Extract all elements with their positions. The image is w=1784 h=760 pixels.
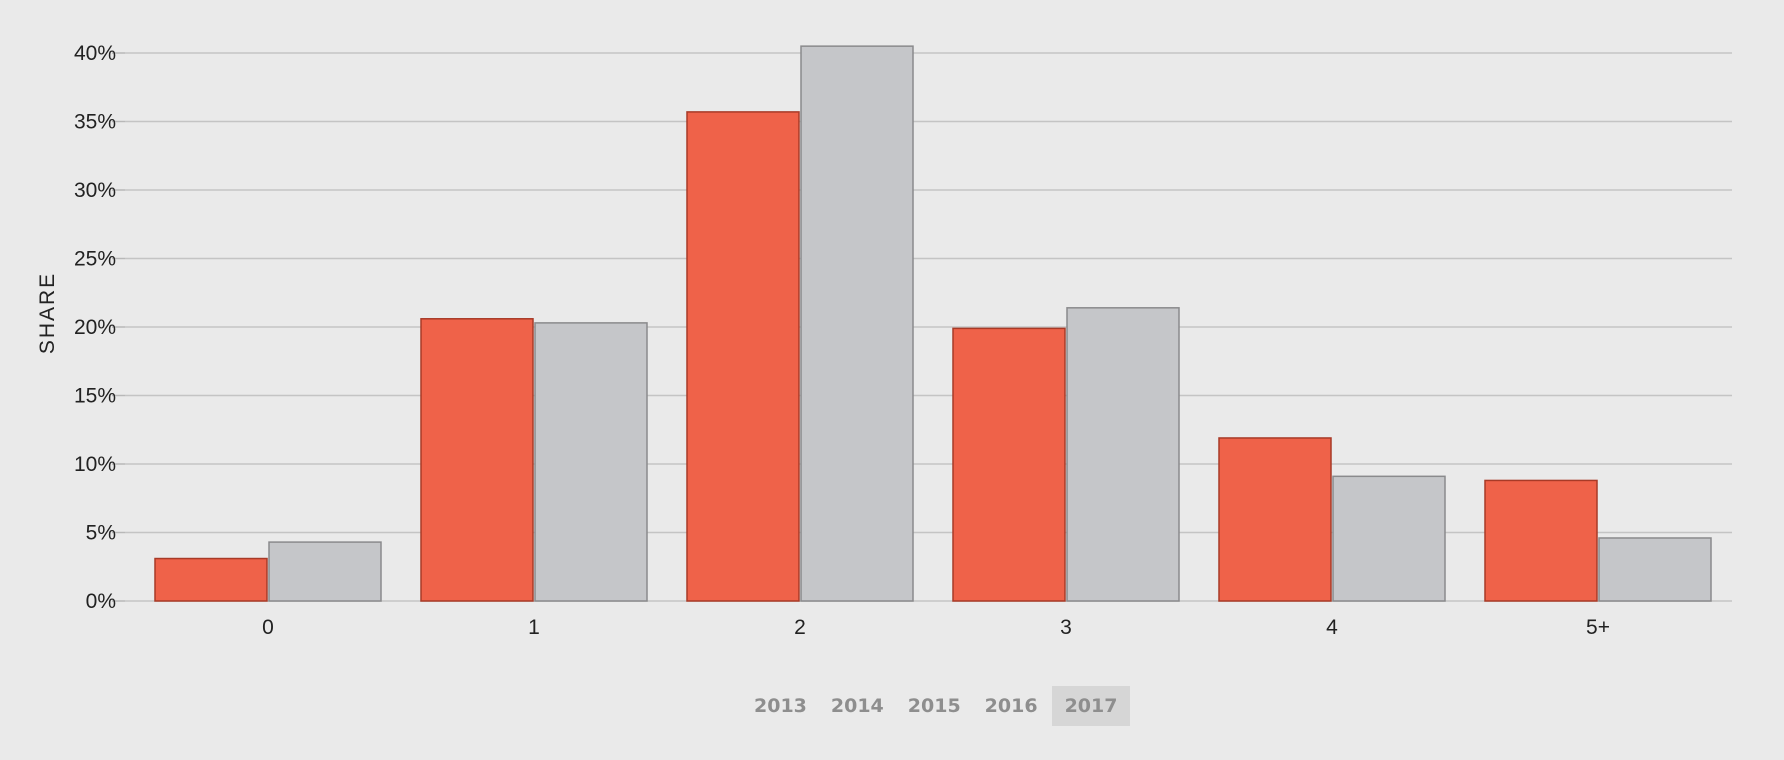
y-tick-label: 0% (86, 590, 116, 613)
bar-primary-5+[interactable] (1484, 479, 1598, 602)
y-axis-ticks: 0% 5% 10% 15% 20% 25% 30% 35% 40% (74, 42, 125, 613)
y-tick-label: 25% (74, 248, 116, 271)
x-axis-ticks: 0 1 2 3 4 5+ (262, 616, 1610, 639)
bar-secondary-1[interactable] (534, 322, 648, 602)
bar-primary-3[interactable] (952, 327, 1066, 602)
bar-secondary-5+[interactable] (1598, 537, 1712, 602)
bar-secondary-2[interactable] (800, 45, 914, 602)
y-tick-label: 30% (74, 179, 116, 202)
bar-primary-1[interactable] (420, 318, 534, 602)
x-tick-label: 4 (1326, 616, 1338, 639)
x-tick-label: 5+ (1586, 616, 1610, 639)
bar-secondary-0[interactable] (268, 541, 382, 602)
year-selector: 2013 2014 2015 2016 2017 (742, 686, 1132, 726)
year-button-2017[interactable]: 2017 (1051, 686, 1131, 726)
bar-primary-4[interactable] (1218, 437, 1332, 602)
bar-secondary-3[interactable] (1066, 307, 1180, 602)
bars (154, 45, 1712, 602)
year-button-2013[interactable]: 2013 (754, 695, 807, 717)
y-tick-label: 5% (86, 522, 116, 545)
grid-lines (125, 52, 1732, 602)
y-tick-label: 15% (74, 385, 116, 408)
bar-primary-0[interactable] (154, 557, 268, 602)
bar-secondary-4[interactable] (1332, 475, 1446, 602)
x-tick-label: 3 (1060, 616, 1072, 639)
year-button-2014[interactable]: 2014 (830, 695, 884, 717)
y-tick-label: 20% (74, 316, 116, 339)
x-tick-label: 1 (528, 616, 540, 639)
y-tick-label: 40% (74, 42, 116, 65)
y-tick-label: 35% (74, 111, 116, 134)
y-axis-label: SHARE (36, 272, 59, 354)
year-button-2015[interactable]: 2015 (907, 695, 961, 717)
bar-primary-2[interactable] (686, 111, 800, 602)
year-button-2016[interactable]: 2016 (984, 695, 1038, 717)
y-tick-label: 10% (74, 453, 116, 476)
x-tick-label: 0 (262, 616, 274, 639)
x-tick-label: 2 (794, 616, 806, 639)
